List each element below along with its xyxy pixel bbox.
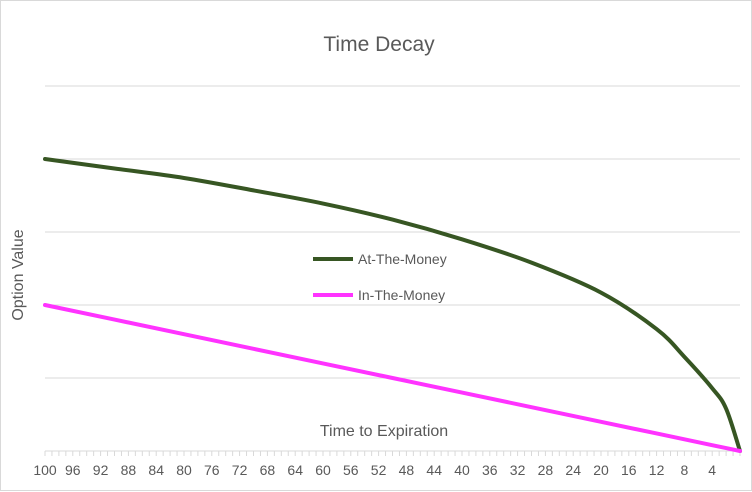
x-tick-label: 72 [232, 462, 248, 478]
x-axis-title: Time to Expiration [320, 423, 448, 440]
x-tick-label: 24 [565, 462, 581, 478]
x-tick-label: 68 [260, 462, 276, 478]
chart-title: Time Decay [323, 33, 435, 56]
x-tick-label: 12 [649, 462, 665, 478]
x-tick-label: 84 [148, 462, 164, 478]
x-tick-label: 60 [315, 462, 331, 478]
gridlines [45, 85, 740, 452]
x-tick-label: 28 [538, 462, 554, 478]
series-line-in-the-money [43, 303, 742, 453]
x-axis-tick-labels: 100 96 92 88 84 80 76 72 68 64 60 56 52 48 44 40 36 32 28 2… [33, 462, 716, 478]
x-tick-label: 48 [399, 462, 415, 478]
x-tick-label: 88 [121, 462, 137, 478]
x-tick-label: 52 [371, 462, 387, 478]
x-tick-label: 32 [510, 462, 526, 478]
legend: At-The-Money In-The-Money [313, 251, 447, 303]
series-lines [43, 157, 742, 453]
x-tick-label: 92 [93, 462, 109, 478]
legend-label: In-The-Money [358, 287, 445, 303]
x-tick-label: 16 [621, 462, 637, 478]
y-axis-title: Option Value [10, 229, 27, 320]
x-tick-label: 20 [593, 462, 609, 478]
x-tick-label: 64 [287, 462, 303, 478]
x-axis-ticks [44, 451, 741, 456]
x-tick-label: 56 [343, 462, 359, 478]
x-tick-label: 100 [33, 462, 57, 478]
series-line-at-the-money [43, 157, 742, 453]
x-tick-label: 96 [65, 462, 81, 478]
x-tick-label: 8 [681, 462, 689, 478]
x-tick-label: 4 [708, 462, 716, 478]
x-tick-label: 36 [482, 462, 498, 478]
x-tick-label: 80 [176, 462, 192, 478]
x-tick-label: 44 [426, 462, 442, 478]
x-tick-label: 40 [454, 462, 470, 478]
legend-label: At-The-Money [358, 251, 447, 267]
x-tick-label: 76 [204, 462, 220, 478]
